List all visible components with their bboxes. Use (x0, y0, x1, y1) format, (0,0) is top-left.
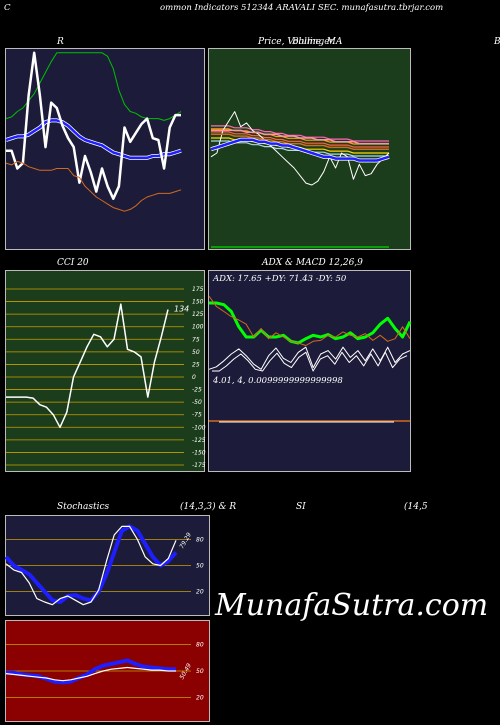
rsi-panel (5, 48, 205, 250)
rsi-chart (5, 51, 182, 212)
cci-tick-label: -125 (192, 437, 206, 444)
cci-tick-label: -175 (192, 462, 206, 469)
stoch-tick-label: 80 (196, 536, 204, 543)
price-panel-title-overlap: Bollinger (292, 37, 334, 47)
adx-chart (208, 295, 412, 423)
price-ma-band-3 (211, 125, 389, 142)
stoch-rsi-tick-label: 20 (196, 694, 204, 701)
cci-panel: 175 150 125 100 75 50 25 0 -25 -50 -75 -100 -125 -150… (5, 270, 206, 472)
cut-panel-title: B (494, 37, 500, 47)
price-blue-line (210, 138, 390, 162)
cci-tick-label: -75 (192, 412, 202, 419)
cci-tick-label: 150 (192, 299, 204, 306)
cci-chart: 175 150 125 100 75 50 25 0 -25 -50 -75 -100 -125 -150… (6, 286, 206, 469)
stoch-tick-label: 50 (196, 563, 204, 570)
stoch-title-d: (14,5 (404, 502, 428, 512)
cci-tick-label: 125 (192, 311, 204, 318)
macd-readout: 4.01, 4, 0.0099999999999998 (213, 376, 343, 386)
stoch-rsi-chart: 80 50 20 50.49 (5, 642, 204, 701)
svg-srsi-series-white (5, 666, 176, 682)
rsi-series-white (6, 51, 181, 200)
cci-tick-label: 75 (192, 336, 200, 343)
adx-series-green (209, 301, 412, 345)
svg-srsi-last-value: 50.49 (178, 662, 193, 681)
adx-panel: ADX: 17.65 +DY: 71.43 -DY: 50 4.01, 4, 0… (208, 270, 412, 472)
stoch-title-c: SI (296, 502, 306, 512)
price-series-orange (211, 133, 389, 150)
stoch-panel: 80 50 20 79.29 (4, 515, 210, 616)
cci-tick-label: 100 (192, 324, 204, 331)
price-series-white (210, 111, 390, 186)
cci-tick-label: -100 (192, 424, 206, 431)
rsi-series-blue (5, 119, 182, 160)
cci-tick-label: -50 (192, 399, 202, 406)
cci-tick-label: 175 (192, 286, 204, 293)
price-series-pink (211, 129, 389, 145)
stoch-rsi-panel: 80 50 20 50.49 (5, 620, 210, 722)
cci-line (6, 303, 169, 429)
rsi-panel-title: R (57, 37, 64, 47)
cci-tick-label: 50 (192, 349, 200, 356)
svg-stoch-last-value: 79.29 (178, 531, 193, 550)
adx-dm-white (208, 346, 411, 370)
adx-panel-title: ADX & MACD 12,26,9 (262, 258, 363, 268)
stoch-chart: 80 50 20 79.29 (4, 524, 204, 606)
header-title: ommon Indicators 512344 ARAVALI SEC. mun… (160, 3, 444, 13)
stoch-title-a: Stochastics (57, 502, 110, 512)
cci-tick-label: 25 (192, 361, 200, 368)
svg-stoch-series-blue (4, 524, 178, 604)
price-ma-band-1 (211, 131, 389, 148)
cci-tick-label: 0 (192, 374, 196, 381)
cci-panel-title: CCI 20 (57, 258, 89, 268)
page-header: C ommon Indicators 512344 ARAVALI SEC. m… (0, 0, 500, 16)
stoch-rsi-tick-label: 50 (196, 668, 204, 675)
cci-tick-label: -25 (192, 387, 202, 394)
price-panel-title: Price, Volume, MA (258, 37, 343, 47)
header-letter: C (4, 3, 11, 13)
stoch-rsi-tick-label: 80 (196, 642, 204, 649)
price-chart (210, 111, 390, 248)
stoch-title-b: (14,3,3) & R (180, 502, 237, 512)
price-panel (208, 48, 411, 250)
adx-dm-white-2 (212, 351, 408, 372)
svg-srsi-series-blue (6, 658, 176, 685)
cci-tick-label: -150 (192, 449, 206, 456)
adx-readout: ADX: 17.65 +DY: 71.43 -DY: 50 (213, 274, 347, 284)
cci-last-value: 134 (174, 305, 189, 314)
stoch-tick-label: 20 (196, 589, 204, 596)
adx-series-orange (208, 295, 411, 346)
rsi-series-green (5, 52, 182, 121)
rsi-series-orange (5, 160, 182, 212)
watermark: MunafaSutra.com (215, 588, 489, 623)
svg-stoch-series-white (5, 525, 177, 606)
